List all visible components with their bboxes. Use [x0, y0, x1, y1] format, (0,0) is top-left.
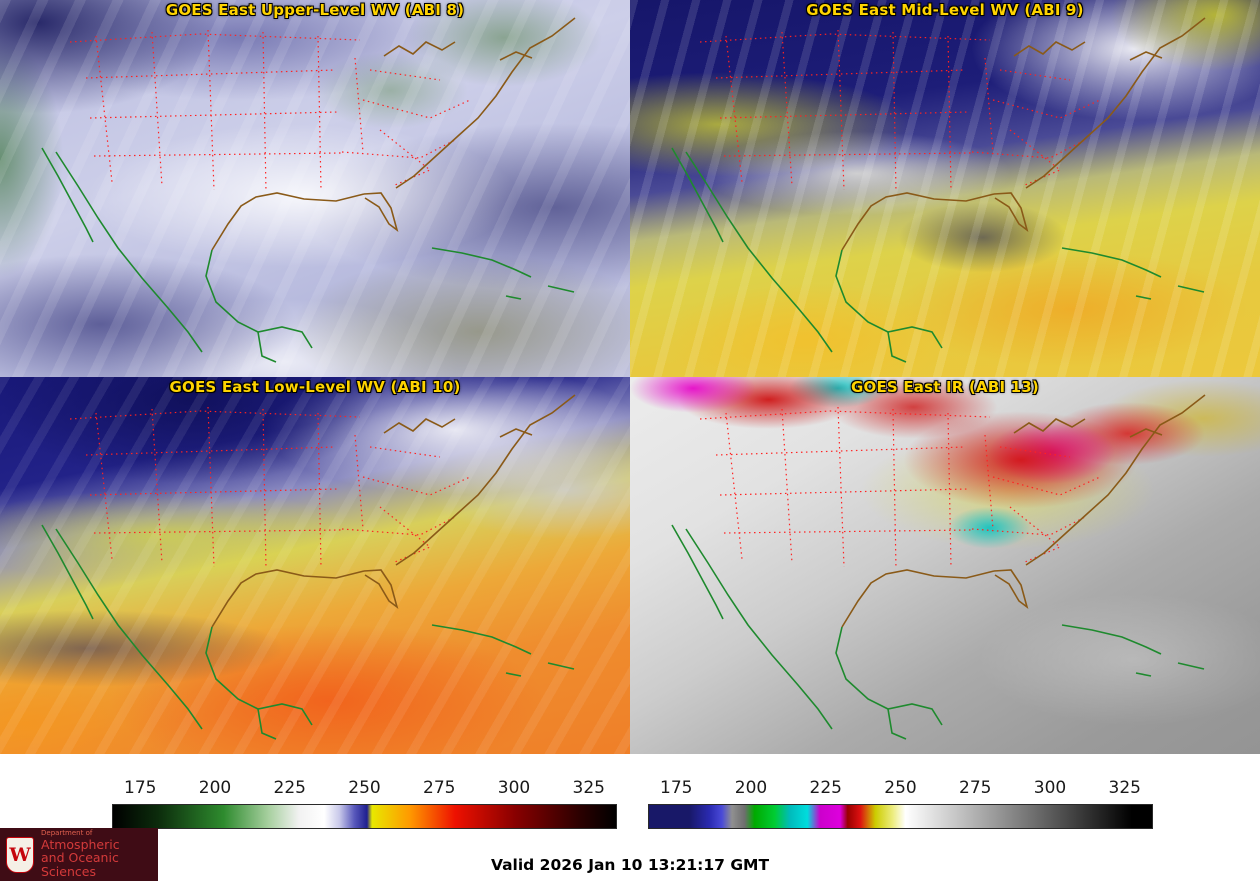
tick-label: 225	[809, 778, 842, 798]
map-overlay	[41, 394, 576, 740]
tick-label: 300	[497, 778, 531, 798]
map-overlay	[671, 394, 1206, 740]
tick-label: 250	[884, 778, 917, 798]
panel-title: GOES East IR (ABI 13)	[850, 378, 1039, 396]
tick-label: 250	[348, 778, 381, 798]
tick-label: 275	[423, 778, 456, 798]
logo-dept-small: Department of	[41, 829, 93, 838]
logo-line-1: Atmospheric	[41, 836, 120, 852]
mid-level-wv-imagery	[630, 0, 1260, 377]
panel-mid-level-wv: GOES East Mid-Level WV (ABI 9)	[630, 0, 1260, 377]
ir-imagery	[630, 377, 1260, 754]
panel-title: GOES East Upper-Level WV (ABI 8)	[165, 1, 465, 19]
tick-label: 175	[124, 778, 157, 798]
wv-colorbar: 175 200 225 250 275 300 325	[112, 778, 617, 829]
low-level-wv-imagery	[0, 377, 630, 754]
ir-colorbar-ticks: 175 200 225 250 275 300 325	[648, 778, 1153, 798]
map-overlay	[41, 17, 576, 363]
panel-title: GOES East Low-Level WV (ABI 10)	[169, 378, 461, 396]
logo-text: Department of Atmospheric and Oceanic Sc…	[41, 829, 158, 880]
tick-label: 325	[1108, 778, 1141, 798]
uw-crest-icon: W	[6, 836, 34, 873]
valid-time-label: Valid 2026 Jan 10 13:21:17 GMT	[490, 856, 770, 874]
tick-label: 300	[1033, 778, 1067, 798]
wv-colorbar-gradient	[112, 804, 617, 829]
wv-colorbar-ticks: 175 200 225 250 275 300 325	[112, 778, 617, 798]
tick-label: 200	[198, 778, 232, 798]
upper-level-wv-imagery	[0, 0, 630, 377]
colorbar-row: 175 200 225 250 275 300 325 175 200 225 …	[0, 754, 1260, 829]
panel-upper-level-wv: GOES East Upper-Level WV (ABI 8)	[0, 0, 630, 377]
ir-colorbar-gradient	[648, 804, 1153, 829]
tick-label: 225	[273, 778, 306, 798]
panel-low-level-wv: GOES East Low-Level WV (ABI 10)	[0, 377, 630, 754]
panel-ir: GOES East IR (ABI 13)	[630, 377, 1260, 754]
uw-aos-logo: W Department of Atmospheric and Oceanic …	[0, 828, 158, 881]
tick-label: 200	[734, 778, 768, 798]
legend-footer: 175 200 225 250 275 300 325 175 200 225 …	[0, 754, 1260, 881]
tick-label: 275	[959, 778, 992, 798]
panel-grid: GOES East Upper-Level WV (ABI 8) GOES Ea…	[0, 0, 1260, 754]
map-overlay	[671, 17, 1206, 363]
tick-label: 175	[660, 778, 693, 798]
tick-label: 325	[572, 778, 605, 798]
ir-colorbar: 175 200 225 250 275 300 325	[648, 778, 1153, 829]
panel-title: GOES East Mid-Level WV (ABI 9)	[806, 1, 1084, 19]
logo-line-2: and Oceanic Sciences	[41, 850, 119, 880]
